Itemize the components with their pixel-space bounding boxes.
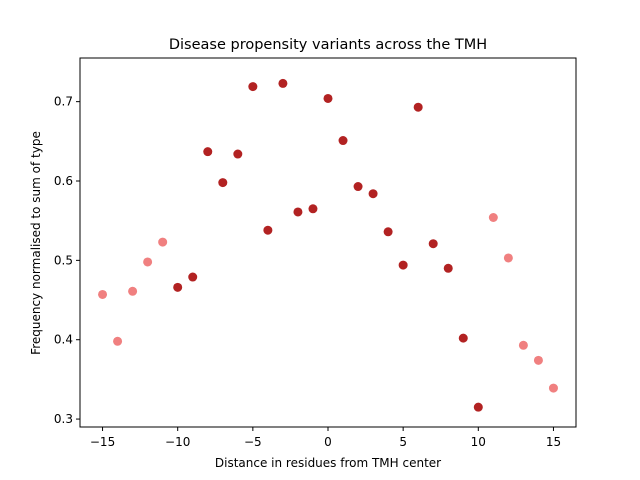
- data-point-16: [338, 136, 348, 146]
- data-point-6: [188, 272, 198, 282]
- data-point-28: [518, 340, 528, 350]
- y-tick-label-2: 0.5: [54, 253, 73, 267]
- x-tick-label-6: 15: [546, 435, 561, 449]
- data-point-29: [533, 355, 543, 365]
- data-point-26: [488, 213, 498, 223]
- data-point-17: [353, 182, 363, 192]
- data-point-3: [143, 257, 153, 267]
- x-tick-label-3: 0: [324, 435, 332, 449]
- data-point-7: [203, 147, 213, 157]
- x-tick-label-2: −5: [244, 435, 262, 449]
- data-point-20: [398, 260, 408, 270]
- data-point-24: [458, 333, 468, 343]
- x-axis-label: Distance in residues from TMH center: [215, 456, 441, 470]
- x-axis: −15 −10 −5 0 5 10 15: [90, 427, 561, 449]
- data-point-30: [548, 383, 558, 393]
- y-tick-label-1: 0.4: [54, 333, 73, 347]
- data-point-4: [158, 237, 168, 247]
- data-point-22: [428, 239, 438, 249]
- data-point-10: [248, 82, 258, 92]
- y-axis: 0.3 0.4 0.5 0.6 0.7: [54, 95, 80, 426]
- data-point-0: [98, 289, 108, 299]
- x-tick-label-0: −15: [90, 435, 115, 449]
- chart-title: Disease propensity variants across the T…: [169, 37, 487, 53]
- x-tick-label-5: 10: [471, 435, 486, 449]
- data-point-13: [293, 207, 303, 217]
- data-point-1: [113, 336, 123, 346]
- y-tick-label-4: 0.7: [54, 95, 73, 109]
- x-tick-label-4: 5: [399, 435, 407, 449]
- data-point-18: [368, 189, 378, 199]
- y-axis-label: Frequency normalised to sum of type: [29, 131, 43, 355]
- data-point-25: [473, 402, 483, 412]
- data-point-12: [278, 78, 288, 88]
- x-tick-label-1: −10: [165, 435, 190, 449]
- data-point-11: [263, 225, 273, 235]
- data-point-27: [503, 253, 513, 263]
- data-point-21: [413, 102, 423, 112]
- data-point-14: [308, 204, 318, 214]
- data-point-19: [383, 227, 393, 237]
- data-point-8: [218, 178, 228, 188]
- y-tick-label-3: 0.6: [54, 174, 73, 188]
- data-points: [98, 78, 558, 412]
- y-tick-label-0: 0.3: [54, 412, 73, 426]
- data-point-15: [323, 93, 333, 103]
- data-point-9: [233, 149, 243, 159]
- data-point-5: [173, 282, 183, 292]
- data-point-23: [443, 263, 453, 273]
- data-point-2: [128, 286, 138, 296]
